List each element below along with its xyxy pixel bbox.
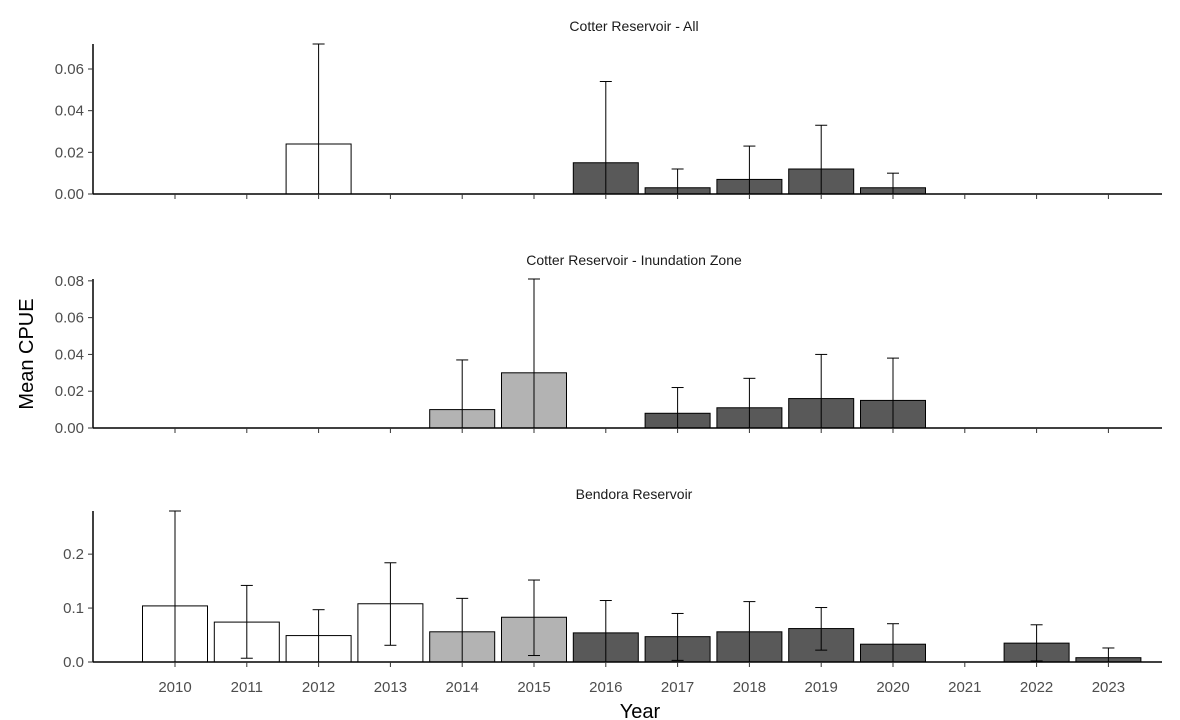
y-tick-label: 0.04 <box>55 103 84 120</box>
x-tick-label: 2021 <box>948 679 981 696</box>
y-tick-label: 0.04 <box>55 346 84 363</box>
y-axis-title: Mean CPUE <box>16 298 38 409</box>
x-tick-label: 2017 <box>661 679 694 696</box>
y-tick-label: 0.06 <box>55 61 84 78</box>
x-tick-label: 2019 <box>805 679 838 696</box>
y-tick-label: 0.06 <box>55 310 84 327</box>
x-tick-label: 2010 <box>158 679 191 696</box>
y-tick-label: 0.2 <box>63 546 84 563</box>
y-tick-label: 0.08 <box>55 273 84 290</box>
panel-title: Cotter Reservoir - All <box>569 18 698 34</box>
y-tick-label: 0.02 <box>55 383 84 400</box>
y-tick-label: 0.00 <box>55 420 84 437</box>
y-tick-label: 0.00 <box>55 186 84 203</box>
x-tick-label: 2014 <box>446 679 479 696</box>
x-tick-label: 2022 <box>1020 679 1053 696</box>
x-tick-label: 2013 <box>374 679 407 696</box>
x-tick-label: 2011 <box>231 679 263 696</box>
panel-title: Bendora Reservoir <box>576 486 693 502</box>
x-tick-label: 2012 <box>302 679 335 696</box>
x-tick-label: 2023 <box>1092 679 1125 696</box>
x-axis-title: Year <box>620 701 661 720</box>
x-tick-label: 2016 <box>589 679 622 696</box>
y-tick-label: 0.1 <box>63 600 84 617</box>
x-tick-label: 2015 <box>517 679 550 696</box>
x-tick-label: 2018 <box>733 679 766 696</box>
panel-title: Cotter Reservoir - Inundation Zone <box>526 252 742 268</box>
x-tick-label: 2020 <box>876 679 909 696</box>
y-tick-label: 0.0 <box>63 654 84 671</box>
y-tick-label: 0.02 <box>55 144 84 161</box>
